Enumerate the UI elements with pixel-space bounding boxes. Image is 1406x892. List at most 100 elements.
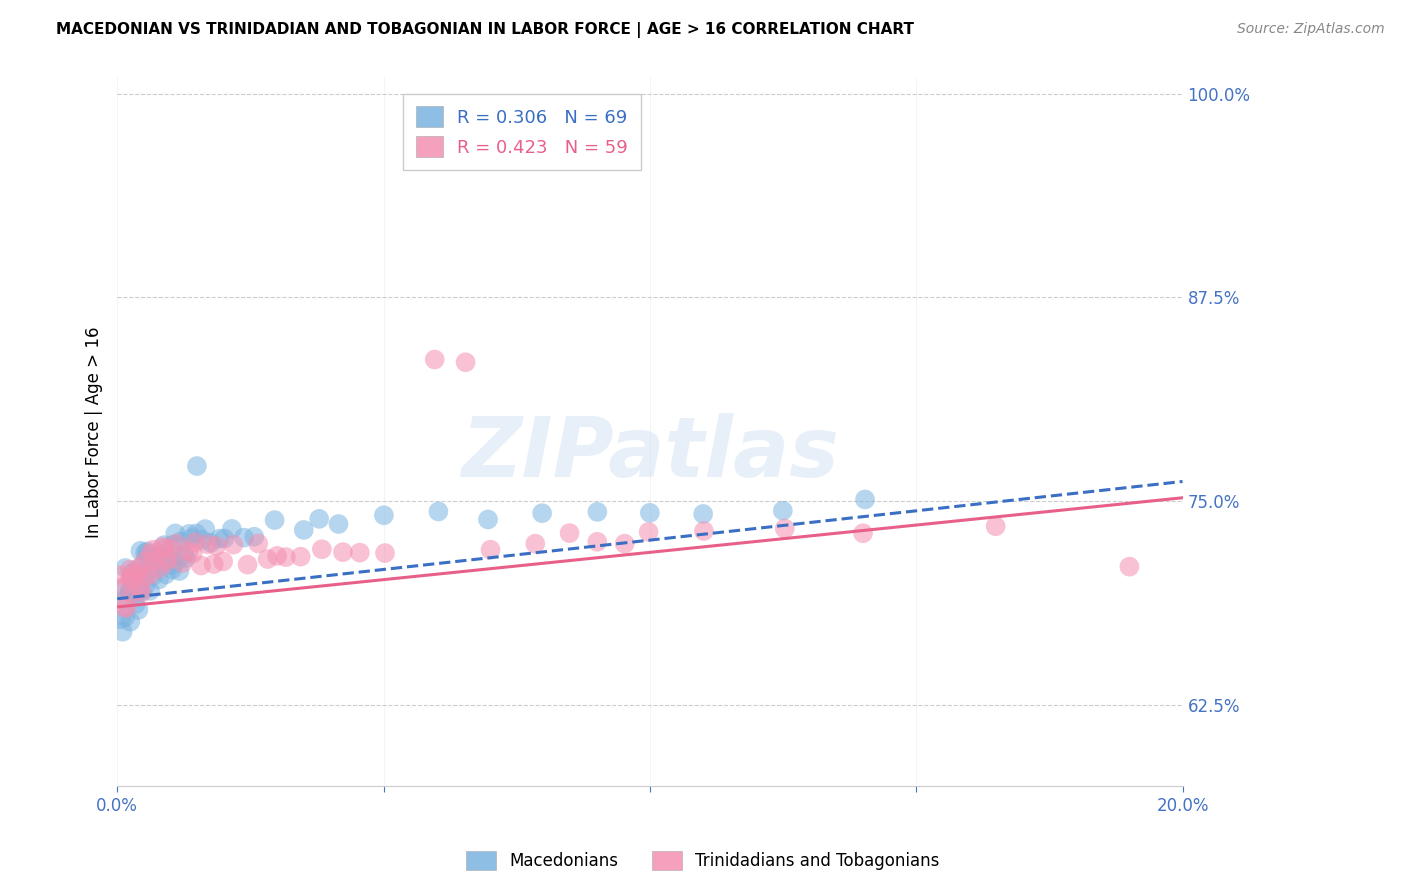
Point <box>114 610 136 624</box>
Point <box>423 352 446 367</box>
Point <box>134 546 156 560</box>
Point <box>110 581 132 595</box>
Point <box>111 624 134 639</box>
Point <box>852 526 875 541</box>
Point <box>243 530 266 544</box>
Point <box>181 546 204 560</box>
Point <box>349 546 371 560</box>
Point <box>772 503 794 517</box>
Point <box>121 572 143 586</box>
Y-axis label: In Labor Force | Age > 16: In Labor Force | Age > 16 <box>86 326 103 538</box>
Point <box>124 597 146 611</box>
Point <box>586 534 609 549</box>
Point <box>233 531 256 545</box>
Point <box>773 522 796 536</box>
Point <box>145 552 167 566</box>
Point <box>121 566 143 581</box>
Point <box>191 533 214 547</box>
Point <box>150 548 173 562</box>
Legend: R = 0.306   N = 69, R = 0.423   N = 59: R = 0.306 N = 69, R = 0.423 N = 59 <box>404 94 641 169</box>
Point <box>136 565 159 579</box>
Point <box>128 576 150 591</box>
Point <box>156 552 179 566</box>
Point <box>120 566 142 581</box>
Legend: Macedonians, Trinidadians and Tobagonians: Macedonians, Trinidadians and Tobagonian… <box>460 844 946 877</box>
Point <box>221 522 243 536</box>
Point <box>454 355 477 369</box>
Point <box>125 563 148 577</box>
Point <box>134 570 156 584</box>
Point <box>160 558 183 572</box>
Point <box>374 546 396 560</box>
Point <box>479 542 502 557</box>
Point <box>155 556 177 570</box>
Point <box>177 526 200 541</box>
Point <box>373 508 395 523</box>
Point <box>256 552 278 566</box>
Point <box>177 544 200 558</box>
Point <box>311 542 333 557</box>
Point <box>127 603 149 617</box>
Point <box>184 535 207 549</box>
Point <box>290 549 312 564</box>
Point <box>139 583 162 598</box>
Point <box>637 524 659 539</box>
Point <box>160 562 183 576</box>
Point <box>134 555 156 569</box>
Text: Source: ZipAtlas.com: Source: ZipAtlas.com <box>1237 22 1385 37</box>
Point <box>165 536 187 550</box>
Point <box>173 548 195 562</box>
Point <box>142 553 165 567</box>
Point <box>153 541 176 556</box>
Point <box>110 612 132 626</box>
Point <box>292 523 315 537</box>
Point <box>212 554 235 568</box>
Point <box>853 492 876 507</box>
Point <box>155 567 177 582</box>
Point <box>638 506 661 520</box>
Point <box>148 561 170 575</box>
Point <box>274 550 297 565</box>
Point <box>128 585 150 599</box>
Point <box>127 566 149 581</box>
Point <box>129 584 152 599</box>
Point <box>114 600 136 615</box>
Point <box>332 545 354 559</box>
Point <box>214 532 236 546</box>
Point <box>266 549 288 563</box>
Point <box>208 532 231 546</box>
Point <box>186 458 208 473</box>
Point <box>131 585 153 599</box>
Point <box>134 579 156 593</box>
Point <box>131 558 153 573</box>
Point <box>153 538 176 552</box>
Point <box>122 587 145 601</box>
Point <box>149 553 172 567</box>
Point <box>152 540 174 554</box>
Text: ZIPatlas: ZIPatlas <box>461 413 839 493</box>
Point <box>136 544 159 558</box>
Point <box>129 544 152 558</box>
Point <box>165 554 187 568</box>
Point <box>202 557 225 571</box>
Point <box>222 538 245 552</box>
Point <box>165 526 187 541</box>
Point <box>558 526 581 541</box>
Point <box>308 512 330 526</box>
Point <box>142 542 165 557</box>
Point <box>200 536 222 550</box>
Point <box>180 531 202 545</box>
Point <box>172 556 194 570</box>
Point <box>160 542 183 557</box>
Point <box>328 516 350 531</box>
Point <box>118 563 141 577</box>
Point <box>115 600 138 615</box>
Point <box>128 561 150 575</box>
Point <box>195 537 218 551</box>
Point <box>174 551 197 566</box>
Point <box>236 558 259 572</box>
Text: MACEDONIAN VS TRINIDADIAN AND TOBAGONIAN IN LABOR FORCE | AGE > 16 CORRELATION C: MACEDONIAN VS TRINIDADIAN AND TOBAGONIAN… <box>56 22 914 38</box>
Point <box>112 593 135 607</box>
Point <box>143 551 166 566</box>
Point <box>139 546 162 560</box>
